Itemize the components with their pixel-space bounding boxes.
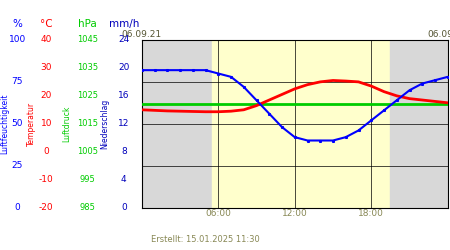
Text: 100: 100 [9, 36, 26, 44]
Text: 1015: 1015 [77, 119, 98, 128]
Text: %: % [12, 19, 22, 29]
Text: 0: 0 [44, 147, 49, 156]
Text: Niederschlag: Niederschlag [100, 98, 109, 149]
Text: Luftdruck: Luftdruck [62, 106, 71, 142]
Text: 20: 20 [40, 91, 52, 100]
Text: 75: 75 [11, 78, 23, 86]
Text: 40: 40 [40, 36, 52, 44]
Text: °C: °C [40, 19, 53, 29]
Text: -10: -10 [39, 175, 54, 184]
Text: 8: 8 [121, 147, 126, 156]
Text: 0: 0 [121, 203, 126, 212]
Text: 1045: 1045 [77, 36, 98, 44]
Text: 1005: 1005 [77, 147, 98, 156]
Text: mm/h: mm/h [108, 19, 139, 29]
Text: 1025: 1025 [77, 91, 98, 100]
Text: 12: 12 [118, 119, 130, 128]
Text: 0: 0 [14, 203, 20, 212]
Text: Luftfeuchtigkeit: Luftfeuchtigkeit [0, 94, 9, 154]
Text: 50: 50 [11, 119, 23, 128]
Text: 30: 30 [40, 64, 52, 72]
Text: 10: 10 [40, 119, 52, 128]
Text: 25: 25 [11, 161, 23, 170]
Text: 995: 995 [80, 175, 95, 184]
Text: 4: 4 [121, 175, 126, 184]
Bar [212, 40, 391, 207]
Text: 24: 24 [118, 36, 130, 44]
Text: 985: 985 [80, 203, 96, 212]
Text: hPa: hPa [78, 19, 97, 29]
Text: 1035: 1035 [77, 64, 98, 72]
Text: Erstellt: 15.01.2025 11:30: Erstellt: 15.01.2025 11:30 [151, 235, 260, 244]
Text: 16: 16 [118, 91, 130, 100]
Bar [142, 40, 212, 207]
Text: Temperatur: Temperatur [27, 102, 36, 146]
Text: -20: -20 [39, 203, 54, 212]
Bar [391, 40, 448, 207]
Text: 20: 20 [118, 64, 130, 72]
